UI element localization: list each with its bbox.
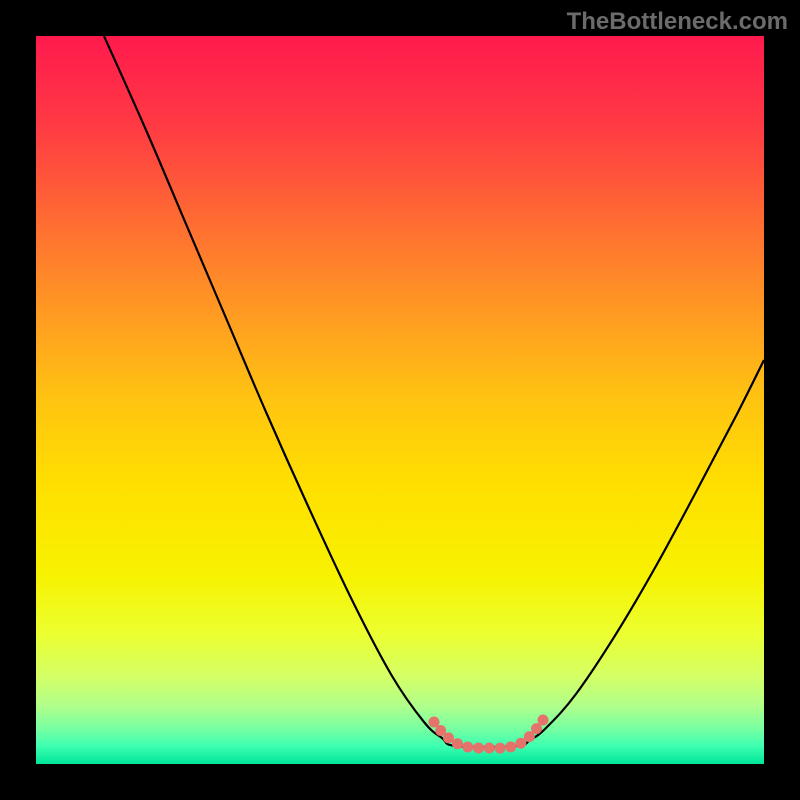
plot-area — [36, 36, 764, 764]
chart-container: TheBottleneck.com — [0, 0, 800, 800]
watermark-text: TheBottleneck.com — [567, 8, 788, 36]
gradient-background — [36, 36, 764, 764]
